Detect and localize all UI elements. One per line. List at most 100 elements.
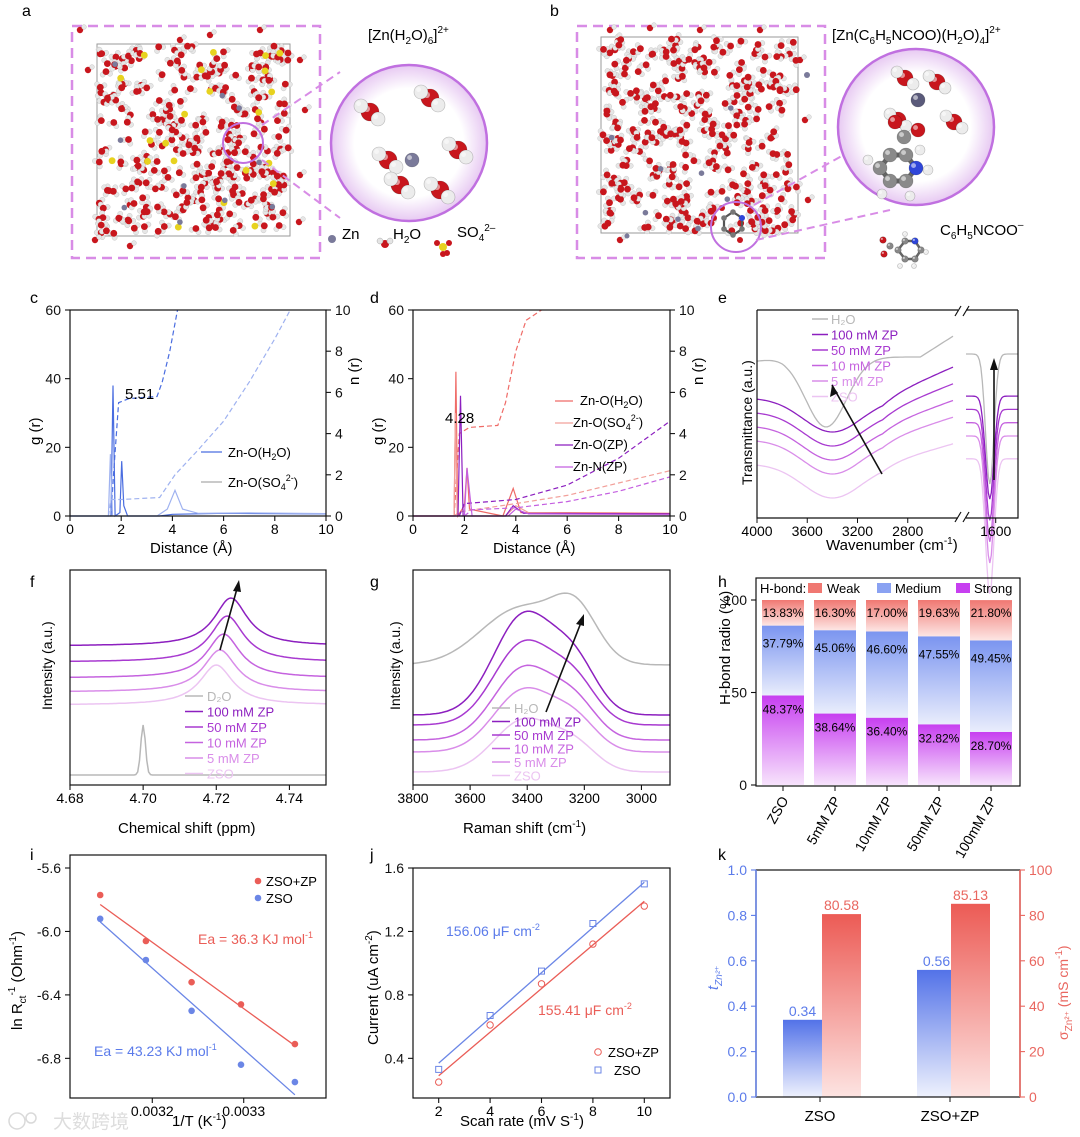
- o-atom: [738, 59, 745, 66]
- panel-d-y2-ytick-label: 10: [679, 302, 695, 318]
- o-atom: [761, 207, 769, 215]
- o-atom: [152, 185, 159, 193]
- o-atom: [769, 150, 777, 158]
- o-atom: [626, 145, 633, 153]
- panel-letter-a: a: [22, 3, 31, 20]
- panel-h-plot-area: 48.37% 37.79% 13.83% 38.64% 45.06% 16.30% 36.4…: [762, 600, 1012, 785]
- panel-c-xtick-label: 0: [66, 521, 74, 537]
- o-atom: [98, 147, 106, 155]
- panel-g-axes-frame: [412, 569, 671, 786]
- o-atom: [160, 223, 168, 230]
- panel-c-axes-frame: [69, 309, 327, 517]
- water-hydrogen: [458, 149, 474, 165]
- o-atom: [271, 188, 278, 196]
- o-atom: [776, 86, 784, 93]
- o-atom: [796, 56, 804, 64]
- water-hydrogen-highlight: [373, 114, 378, 120]
- panel-j-xtick-label: 6: [538, 1103, 546, 1119]
- panel-e-axis-break: [954, 511, 962, 523]
- o-atom: [223, 158, 231, 166]
- o-atom: [755, 81, 763, 89]
- panel-h-ytick-label: 50: [731, 685, 747, 701]
- c-atom-highlight: [895, 247, 898, 250]
- o-atom: [744, 180, 752, 188]
- panel-h-bar-label-strong-3: 32.82%: [919, 731, 960, 745]
- o-atom: [684, 214, 692, 222]
- panel-j-point-0-1: [486, 1021, 494, 1029]
- o-atom: [220, 48, 227, 56]
- panel-j-point-1-0: [435, 1065, 443, 1073]
- c-atom-highlight: [875, 163, 880, 168]
- o-atom: [737, 237, 743, 243]
- panel-g-spectrum-2: [413, 639, 670, 726]
- panel-j-point-0-4: [640, 902, 648, 910]
- panel-h-bar-weak-3: [918, 600, 960, 637]
- o-atom: [760, 171, 768, 179]
- o-atom: [683, 121, 691, 129]
- o-atom: [232, 71, 240, 79]
- panel-e-legend-label-2: 50 mM ZP: [831, 343, 891, 358]
- h-atom: [801, 54, 807, 60]
- zn-ion-highlight: [913, 95, 918, 101]
- h-atom-highlight: [903, 232, 905, 234]
- o-atom: [118, 105, 125, 113]
- panel-i-plot-area: [96, 891, 299, 1096]
- panel-d-nr-line-2: [458, 420, 671, 517]
- panel-e-spectrum-0: [756, 335, 954, 428]
- o-atom: [705, 58, 713, 66]
- panel-h-bar-label-strong-1: 38.64%: [815, 721, 856, 735]
- o-atom: [230, 191, 237, 199]
- water-hydrogen-highlight: [386, 174, 391, 179]
- panel-i-ytick-label: -6.0: [37, 923, 61, 939]
- o-atom: [761, 227, 769, 235]
- o-atom: [718, 188, 726, 195]
- o-atom: [676, 126, 684, 134]
- panel-h-bar-label-strong-0: 48.37%: [763, 703, 804, 717]
- o-atom: [662, 77, 669, 85]
- panel-a-md-snapshot: [Zn(H2O)6]2+ Zn H2O SO42–: [70, 24, 496, 260]
- water-hydrogen: [371, 146, 387, 162]
- panel-e-spectrum-5: [756, 443, 954, 499]
- panel-i-ea-zso-label: Ea = 43.23 KJ mol-1: [94, 1042, 217, 1059]
- panel-d-y2-ytick-label: 8: [679, 343, 687, 359]
- zn-atom: [657, 166, 664, 172]
- water-hydrogen: [370, 111, 386, 127]
- h-atom: [897, 263, 903, 269]
- panel-letter-h: h: [718, 574, 727, 591]
- panel-c-x-label: Distance (Å): [150, 540, 233, 557]
- o-atom: [621, 70, 628, 78]
- panel-d-ytick-label: 0: [396, 508, 404, 524]
- panel-h-bar-label-strong-4: 28.70%: [971, 739, 1012, 753]
- o-atom: [644, 223, 652, 231]
- c-atom: [911, 255, 919, 263]
- o-atom: [801, 116, 809, 124]
- o-atom: [621, 64, 629, 72]
- water-hydrogen-highlight: [885, 109, 891, 114]
- zn-atom: [698, 170, 705, 176]
- panel-e-ftir-chart: 4000 3600 3200 2800 1600 Wavenumber (cm-1) T…: [739, 305, 1019, 594]
- o-atom: [709, 120, 717, 128]
- s-atom: [181, 110, 189, 118]
- panel-b-complex-label: [Zn(C6H5NCOO)(H2O)4]2+: [832, 25, 1001, 47]
- watermark: 大数跨境: [8, 1111, 129, 1133]
- panel-f-spectrum-0: [70, 724, 326, 776]
- panel-c-y2-label: n (r): [346, 358, 363, 386]
- o-atom: [193, 134, 201, 142]
- o-atom: [736, 66, 743, 73]
- panel-i-ytick-label: -5.6: [37, 860, 61, 876]
- o-atom: [164, 174, 172, 181]
- panel-h-bar-label-weak-2: 17.00%: [867, 606, 908, 620]
- h-atom: [902, 231, 908, 237]
- o-atom: [662, 215, 670, 223]
- o-atom: [761, 182, 769, 190]
- zn-atom: [269, 203, 276, 210]
- panel-e-spectrum-1: [756, 366, 954, 433]
- panel-g-xtick-label: 3400: [512, 790, 543, 806]
- zn-ion: [404, 152, 420, 168]
- o-atom: [682, 151, 689, 159]
- panel-d-nr-line-3: [464, 476, 671, 517]
- ring-hydrogen-highlight: [878, 190, 882, 194]
- o-atom: [624, 185, 631, 193]
- panel-d-y2-ytick-label: 2: [679, 467, 687, 483]
- panel-e-plot-area: [756, 335, 1018, 594]
